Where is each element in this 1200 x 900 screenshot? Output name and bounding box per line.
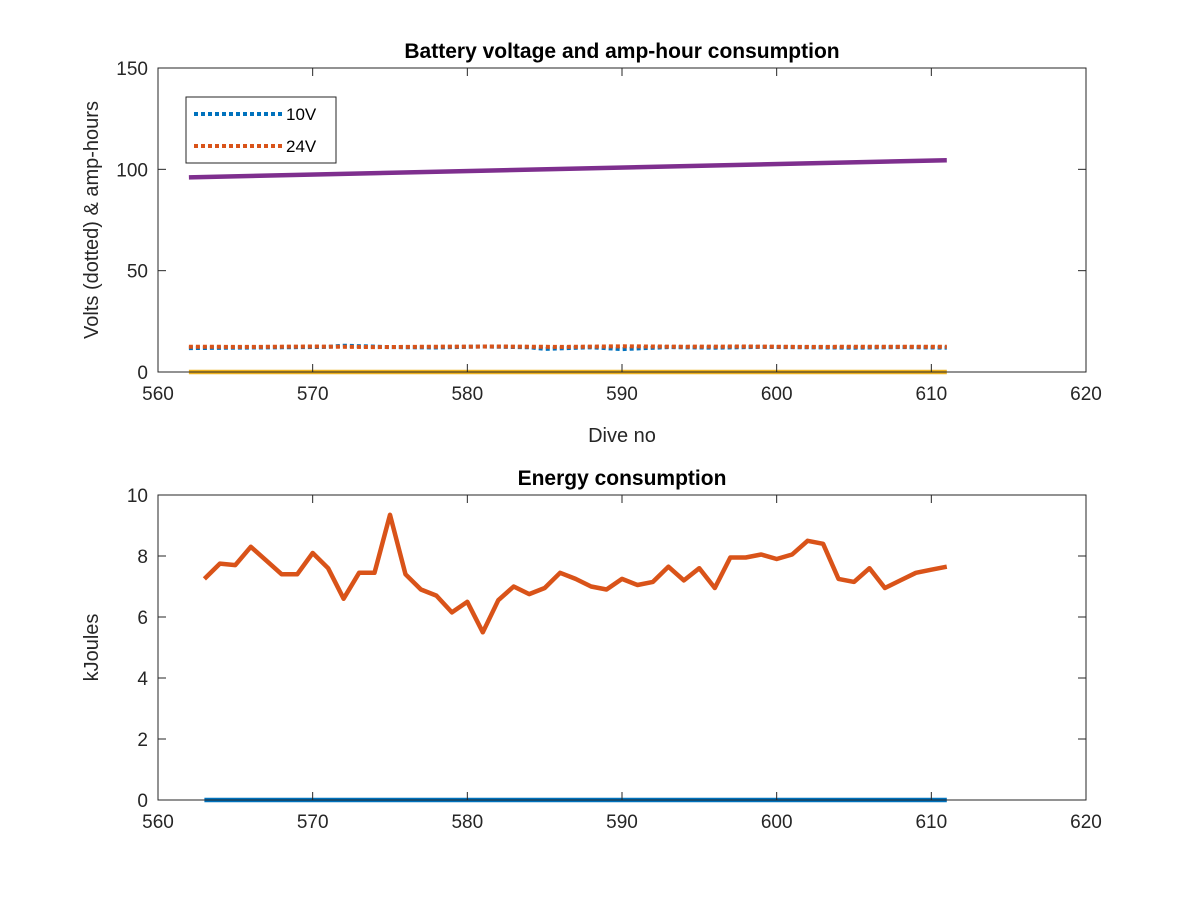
series-line-24v bbox=[188, 344, 947, 350]
x-tick-label: 590 bbox=[606, 384, 638, 405]
y-tick-label: 100 bbox=[116, 160, 148, 181]
legend-label-24v: 24V bbox=[286, 137, 317, 156]
chart-title: Battery voltage and amp-hour consumption bbox=[404, 40, 839, 63]
legend-box bbox=[185, 96, 337, 164]
x-tick-label: 600 bbox=[761, 812, 793, 833]
x-tick-label: 610 bbox=[915, 384, 947, 405]
x-tick-label: 620 bbox=[1070, 384, 1102, 405]
chart-title: Energy consumption bbox=[518, 467, 727, 490]
y-tick-label: 0 bbox=[137, 363, 148, 384]
x-tick-label: 610 bbox=[915, 812, 947, 833]
y-tick-label: 6 bbox=[137, 608, 148, 629]
y-tick-label: 8 bbox=[137, 547, 148, 568]
plot-area bbox=[158, 495, 1086, 800]
x-tick-label: 580 bbox=[451, 384, 483, 405]
y-tick-label: 0 bbox=[137, 791, 148, 812]
series-line-1 bbox=[202, 512, 948, 635]
y-tick-label: 150 bbox=[116, 59, 148, 80]
subplot-1: 560 570 580 590 600 610 620 0 50 100 150 Battery vo… bbox=[81, 40, 1102, 447]
x-tick-label: 570 bbox=[297, 812, 329, 833]
series-line-4 bbox=[188, 157, 947, 180]
legend-label-10v: 10V bbox=[286, 105, 317, 124]
y-axis-label: kJoules bbox=[81, 614, 103, 682]
y-tick-label: 2 bbox=[137, 730, 148, 751]
x-tick-label: 560 bbox=[142, 384, 174, 405]
y-tick-label: 10 bbox=[127, 486, 148, 507]
y-tick-label: 4 bbox=[137, 669, 148, 690]
x-tick-label: 580 bbox=[451, 812, 483, 833]
x-tick-label: 620 bbox=[1070, 812, 1102, 833]
x-tick-label: 600 bbox=[761, 384, 793, 405]
x-axis-label: Dive no bbox=[588, 425, 656, 447]
x-tick-label: 570 bbox=[297, 384, 329, 405]
y-tick-label: 50 bbox=[127, 262, 148, 283]
x-tick-label: 590 bbox=[606, 812, 638, 833]
x-tick-label: 560 bbox=[142, 812, 174, 833]
y-axis-label: Volts (dotted) & amp-hours bbox=[81, 101, 103, 339]
subplot-2: 560 570 580 590 600 610 620 0 2 4 6 8 10 Energy consu… bbox=[81, 467, 1102, 833]
legend: 10V 24V bbox=[185, 96, 337, 164]
